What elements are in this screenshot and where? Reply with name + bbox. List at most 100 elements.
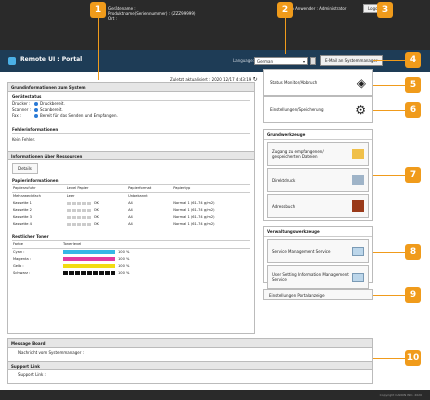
paper-level: OK (66, 207, 127, 214)
service-icon (352, 272, 364, 282)
system-status-panel: Grundinformationen zum System Gerätestat… (7, 82, 255, 334)
service-management-tool[interactable]: Service Management Service (267, 239, 369, 263)
toner-level-text: 100 % (118, 271, 130, 275)
callout-1: 1 (90, 2, 106, 18)
toner-table-header: Farbe Tonerlevel (12, 241, 250, 249)
printer-icon (352, 175, 364, 185)
callout-9: 9 (405, 287, 421, 303)
location-label: Ort : (108, 16, 117, 21)
callout-5: 5 (405, 77, 421, 93)
callout-4: 4 (405, 52, 421, 68)
product-serial-value: (ZZZ99999) (171, 11, 196, 16)
paper-level: OK (66, 214, 127, 221)
printer-status-row: Drucker : Druckbereit. (12, 101, 250, 107)
paper-table-header: Papierzufuhr Level Papier Papierformat P… (12, 185, 250, 193)
paper-level: OK (66, 200, 127, 207)
tool-label: Direktdruck (272, 177, 296, 183)
paper-source: Kassette 1 (13, 201, 32, 205)
panel-title: Grundinformationen zum System (8, 83, 254, 92)
settings-label: Einstellungen/Speicherung (270, 107, 324, 112)
support-link-text: Support Link : (18, 372, 46, 377)
status-monitor-label: Status Monitor/Abbruch (270, 80, 318, 85)
tool-label: Service Management Service (272, 248, 331, 254)
printer-status: Druckbereit. (40, 101, 65, 106)
resources-title: Informationen über Ressourcen (8, 151, 254, 160)
paper-level: OK (66, 221, 127, 228)
paper-level: Leer (66, 194, 75, 198)
toner-level: 100 % (62, 249, 250, 257)
tool-label: User Setting Information Management Serv… (272, 272, 349, 282)
refresh-icon[interactable]: ↻ (252, 76, 258, 83)
callout-8-line (373, 252, 405, 253)
scanner-status-row: Scanner : Scanbereit. (12, 107, 250, 113)
support-link-title: Support Link (8, 361, 372, 370)
language-select[interactable]: German ▾ (254, 57, 308, 65)
service-icon (352, 246, 364, 256)
footer: Copyright CANON INC. 2020 (0, 390, 430, 400)
toner-level-text: 100 % (118, 257, 130, 261)
paper-size: A4 (128, 215, 133, 219)
printer-label: Drucker : (12, 101, 31, 106)
last-updated-value: 2020 12/17 4:43:19 (211, 77, 252, 82)
paper-type: Normal 1 (61-74 g/m2) (173, 222, 215, 226)
address-book-tool[interactable]: Adressbuch (267, 194, 369, 218)
toner-level: 100 % (62, 256, 250, 263)
toner-color: Magenta : (13, 257, 32, 261)
language-apply-icon[interactable] (310, 57, 316, 65)
status-ok-icon (34, 114, 38, 118)
callout-7-line (373, 175, 405, 176)
management-tools-title: Verwaltungswerkzeuge (264, 227, 372, 237)
title-bar: Remote UI : Portal Language: German ▾ E-… (0, 50, 430, 72)
app-title: Remote UI : Portal (20, 56, 83, 63)
callout-10: 10 (405, 350, 421, 366)
paper-level-text: OK (93, 222, 99, 226)
fax-status: Bereit für das Senden und Empfangen. (40, 113, 118, 118)
device-info-bar: Gerätename : Produktname(Seriennummer) :… (0, 0, 430, 50)
user-setting-management-tool[interactable]: User Setting Information Management Serv… (267, 265, 369, 289)
toner-level-bar (63, 264, 115, 268)
paper-source: Kassette 4 (13, 222, 32, 226)
toner-col-level: Tonerlevel (62, 241, 250, 249)
paper-level-bar (66, 222, 91, 226)
callout-2-line (285, 18, 286, 54)
toner-table: Farbe Tonerlevel Cyan : 100 % Magenta : 10… (12, 241, 250, 277)
portal-display-settings-link[interactable]: Einstellungen Portalanzeige (263, 289, 373, 300)
scanner-status: Scanbereit. (40, 107, 63, 112)
toner-color: Schwarz : (13, 271, 31, 275)
paper-source: Kassette 3 (13, 215, 32, 219)
table-row: Mehrzweckfach Leer Unbekannt (12, 193, 250, 201)
received-files-tool[interactable]: Zugang zu empfangenen/ gespeicherten Dat… (267, 142, 369, 166)
paper-level-bar (66, 201, 91, 205)
paper-level-text: OK (93, 208, 99, 212)
status-monitor-button[interactable]: Status Monitor/Abbruch ◈ (263, 69, 373, 96)
callout-6-line (373, 110, 405, 111)
toner-level: 100 % (62, 263, 250, 270)
details-button[interactable]: Details (12, 163, 38, 174)
login-user-value: Administrator (319, 6, 347, 11)
device-name-label: Gerätename : (108, 6, 136, 11)
product-serial-label: Produktname(Seriennummer) : (108, 11, 171, 16)
direct-print-tool[interactable]: Direktdruck (267, 168, 369, 192)
callout-7: 7 (405, 167, 421, 183)
gear-icon: ⚙ (355, 102, 366, 117)
toner-col-color: Farbe (12, 241, 62, 249)
paper-size: A4 (128, 222, 133, 226)
paper-info-title: Papierinformationen (12, 178, 250, 185)
callout-6: 6 (405, 102, 421, 118)
paper-size: Unbekannt (128, 194, 148, 198)
callout-5-line (373, 85, 405, 86)
callout-4-line (373, 60, 405, 61)
toner-color: Gelb : (13, 264, 24, 268)
settings-button[interactable]: Einstellungen/Speicherung ⚙ (263, 96, 373, 123)
toner-level-text: 100 % (118, 250, 130, 254)
toner-color: Cyan : (13, 250, 25, 254)
basic-tools-panel: Grundwerkzeuge Zugang zu empfangenen/ ge… (263, 129, 373, 221)
status-ok-icon (34, 108, 38, 112)
table-row: Kassette 1 OK A4 Normal 1 (61-74 g/m2) (12, 200, 250, 207)
eye-icon: ◈ (356, 75, 366, 90)
toner-title: Restlicher Toner (12, 234, 250, 241)
paper-size: A4 (128, 201, 133, 205)
paper-type (172, 193, 250, 201)
status-ok-icon (34, 102, 38, 106)
paper-level-text: OK (93, 201, 99, 205)
